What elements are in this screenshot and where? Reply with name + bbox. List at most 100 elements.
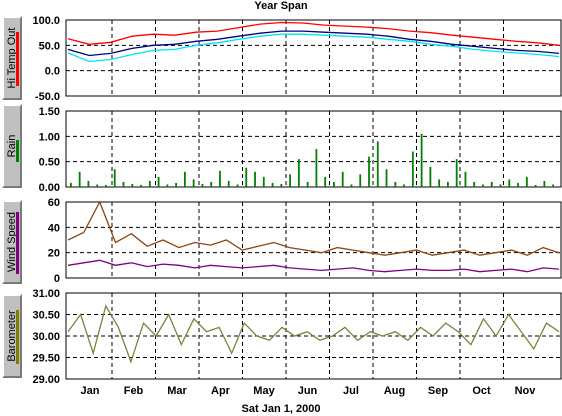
temp-ytick-label: 100.0 — [32, 15, 60, 27]
rain-bar — [183, 171, 186, 187]
rain-bar — [350, 184, 353, 187]
rain-bar — [262, 176, 265, 187]
rain-bar — [447, 181, 449, 187]
rain-bar — [219, 170, 221, 187]
rain-bar — [473, 181, 476, 187]
temp-ytick-label: 50.0 — [39, 40, 60, 52]
rain-bar — [306, 181, 309, 187]
rain-bar — [552, 184, 555, 187]
rain-bar — [525, 176, 528, 187]
hi-temp-out-button[interactable]: Hi Temp Out — [2, 16, 22, 100]
wind-speed-button[interactable]: Wind Speed — [2, 200, 22, 284]
rain-bar — [289, 174, 291, 187]
rain-bar — [517, 182, 519, 187]
rain-bar — [385, 169, 388, 187]
rain-bar — [324, 176, 327, 187]
rain-bar — [297, 159, 300, 187]
rain-color-swatch — [16, 140, 19, 162]
rain-bar — [140, 184, 142, 187]
rain-bar — [157, 176, 160, 187]
temp-series-line-1 — [67, 33, 560, 63]
month-label-apr: Apr — [211, 385, 231, 397]
rain-bar — [280, 183, 283, 187]
wind-plot-frame — [65, 201, 562, 279]
rain-bar — [105, 184, 107, 187]
rain-bar — [148, 180, 151, 187]
rain-bar — [113, 169, 116, 187]
baro-series-line-0 — [67, 304, 560, 364]
wind-series-line-1 — [67, 259, 560, 273]
rain-bar — [376, 141, 379, 187]
wind-ytick-label: 60 — [48, 197, 60, 209]
rain-bar — [438, 179, 441, 187]
temp-ytick-label: 0.0 — [45, 66, 60, 78]
wind-ytick-label: 40 — [48, 222, 60, 234]
date-label: Sat Jan 1, 2000 — [241, 403, 321, 415]
rain-bar — [499, 184, 502, 187]
baro-color-swatch — [16, 310, 19, 364]
rain-bar — [464, 171, 467, 187]
rain-bar — [245, 167, 248, 187]
baro-ytick-label: 29.50 — [32, 353, 60, 365]
rain-bar — [131, 183, 134, 187]
rain-bar — [341, 171, 344, 187]
rain-bar — [175, 182, 178, 187]
rain-bar — [96, 184, 99, 187]
rain-bar — [192, 179, 195, 187]
rain-bar — [543, 180, 546, 187]
rain-bar — [429, 166, 432, 187]
temp-series-line-0 — [67, 21, 560, 46]
rain-bar — [87, 180, 90, 187]
wind-ytick-label: 0 — [54, 273, 60, 285]
baro-ytick-label: 31.00 — [32, 288, 60, 300]
rain-bar — [166, 184, 169, 187]
temp-plot-frame — [65, 19, 562, 97]
month-label-nov: Nov — [515, 385, 537, 397]
temp-series-line-2 — [67, 30, 560, 57]
baro-ytick-label: 30.50 — [32, 310, 60, 322]
rain-bar — [70, 182, 72, 187]
rain-bar — [236, 184, 239, 187]
temp-color-swatch — [16, 32, 19, 86]
rain-ytick-label: 0.00 — [39, 182, 60, 194]
month-label-oct: Oct — [472, 385, 491, 397]
rain-bar — [455, 159, 458, 187]
rain-bar — [122, 181, 125, 187]
rain-plot-frame — [65, 110, 562, 188]
rain-bar — [403, 184, 405, 187]
wind-series-line-0 — [67, 200, 560, 256]
month-label-sep: Sep — [428, 385, 448, 397]
month-label-jan: Jan — [81, 385, 100, 397]
rain-ytick-label: 0.50 — [39, 157, 60, 169]
rain-bar — [315, 149, 318, 187]
rain-bar — [534, 184, 537, 187]
rain-bar — [482, 184, 484, 187]
temp-ytick-label: -50.0 — [35, 91, 60, 103]
wind-ytick-label: 20 — [48, 248, 60, 260]
barometer-button[interactable]: Barometer — [2, 294, 22, 378]
rain-bar — [411, 151, 414, 187]
rain-bar — [359, 174, 362, 187]
chart-title: Year Span — [254, 0, 308, 12]
rain-bar — [394, 181, 397, 187]
rain-bar — [333, 181, 335, 187]
rain-bar — [254, 171, 256, 187]
month-label-may: May — [253, 385, 275, 397]
rain-bar — [201, 183, 204, 187]
rain-ytick-label: 1.00 — [39, 131, 60, 143]
rain-bar — [420, 133, 423, 187]
month-label-jul: Jul — [343, 385, 359, 397]
rain-bar — [227, 180, 230, 187]
rain-ytick-label: 1.50 — [39, 106, 60, 118]
month-label-mar: Mar — [167, 385, 187, 397]
month-label-jun: Jun — [298, 385, 318, 397]
rain-bar — [210, 181, 213, 187]
month-label-aug: Aug — [384, 385, 405, 397]
rain-bar — [78, 171, 81, 187]
rain-bar — [508, 179, 511, 187]
wind-color-swatch — [16, 212, 19, 274]
rain-bar — [271, 182, 274, 187]
rain-button[interactable]: Rain — [2, 104, 22, 188]
